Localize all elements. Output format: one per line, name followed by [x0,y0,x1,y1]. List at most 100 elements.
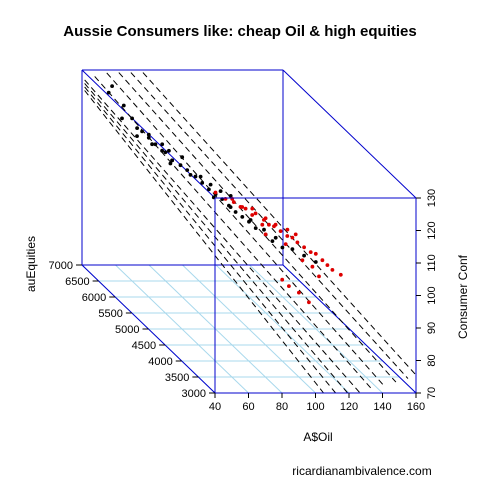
data-point [243,206,248,211]
y-tick-label: 7000 [49,260,73,272]
data-point [270,239,275,244]
data-point [287,284,291,288]
data-point [120,116,124,121]
data-point [263,216,268,221]
z-axis-label: Consumer Conf [456,254,470,339]
z-tick-label: 70 [426,387,438,399]
data-point [231,200,236,205]
data-point [295,240,300,245]
regression-plane-lines [84,72,417,394]
axis-tick-labels: 40 60 80 100 120 140 160 3000 3500 4000 4500 5000 55… [49,189,438,413]
data-point [130,116,135,121]
y-tick-label: 3500 [165,372,189,384]
data-point [280,245,285,250]
data-point [106,90,111,95]
data-point [263,232,268,237]
data-point [313,251,318,256]
z-tick-label: 80 [426,354,438,366]
plane-line [84,83,349,394]
site-credit: ricardianambivalence.com [292,464,431,478]
data-point [320,258,325,263]
plane-line [142,72,417,376]
data-point [228,205,233,210]
data-point [307,300,311,305]
z-tick-label: 120 [426,221,438,239]
data-point [146,135,151,140]
data-point [160,148,165,153]
data-point [233,210,238,214]
x-tick-label: 140 [373,401,391,413]
x-tick-label: 120 [340,401,358,413]
data-point [213,190,218,195]
data-point [273,222,278,227]
x-tick-label: 40 [209,401,221,413]
data-point [285,234,290,238]
plane-line [106,72,385,386]
data-point [290,247,295,252]
data-point [248,218,253,222]
y-tick-label: 5500 [98,308,122,320]
data-point [308,250,313,255]
cube-edge [282,69,417,199]
y-axis-label: auEquities [24,236,38,292]
data-point [250,206,255,211]
data-point [240,215,245,219]
z-tick-label: 100 [426,286,438,304]
data-point [207,187,211,192]
data-point [140,129,145,134]
data-point [150,142,155,147]
data-point [260,222,265,227]
data-point [302,245,306,250]
cube-back-edges [81,69,417,394]
data-point [121,103,126,108]
data-point [302,253,306,258]
data-point [338,272,343,277]
data-point [253,226,258,231]
data-point [228,194,233,198]
x-axis-label: A$Oil [303,430,332,444]
data-point [198,174,203,179]
data-point [293,232,298,237]
data-point [300,258,305,263]
data-point [135,126,140,130]
data-point [283,242,288,247]
data-point [208,182,213,187]
plane-line [84,90,324,394]
cube-edge [282,264,417,394]
data-point [135,134,139,139]
data-point [178,163,183,168]
data-point [285,227,290,232]
data-point [313,260,318,264]
data-point [185,168,190,173]
data-points [106,84,343,305]
y-tick-label: 4500 [132,340,156,352]
plane-line [84,79,361,393]
data-point [163,150,168,155]
data-point [110,84,114,88]
y-tick-label: 5000 [115,324,139,336]
y-tick-label: 4000 [148,356,172,368]
data-point [168,161,173,166]
data-point [290,235,295,240]
y-tick-label: 6000 [82,292,106,304]
data-point [153,142,158,147]
data-point [317,274,321,279]
z-tick-label: 90 [426,322,438,334]
data-point [297,290,301,295]
data-point [273,235,278,240]
axis-ticks [76,197,421,398]
x-tick-label: 160 [407,401,425,413]
x-tick-label: 60 [242,401,254,413]
data-point [193,174,198,179]
data-point [167,148,171,153]
data-point [310,264,315,269]
plane-line [130,72,409,379]
x-tick-label: 80 [276,401,288,413]
data-point [280,277,285,282]
data-point [240,205,245,209]
z-tick-label: 110 [426,254,438,272]
data-point [253,211,258,216]
data-point [325,263,330,267]
data-point [218,189,223,194]
